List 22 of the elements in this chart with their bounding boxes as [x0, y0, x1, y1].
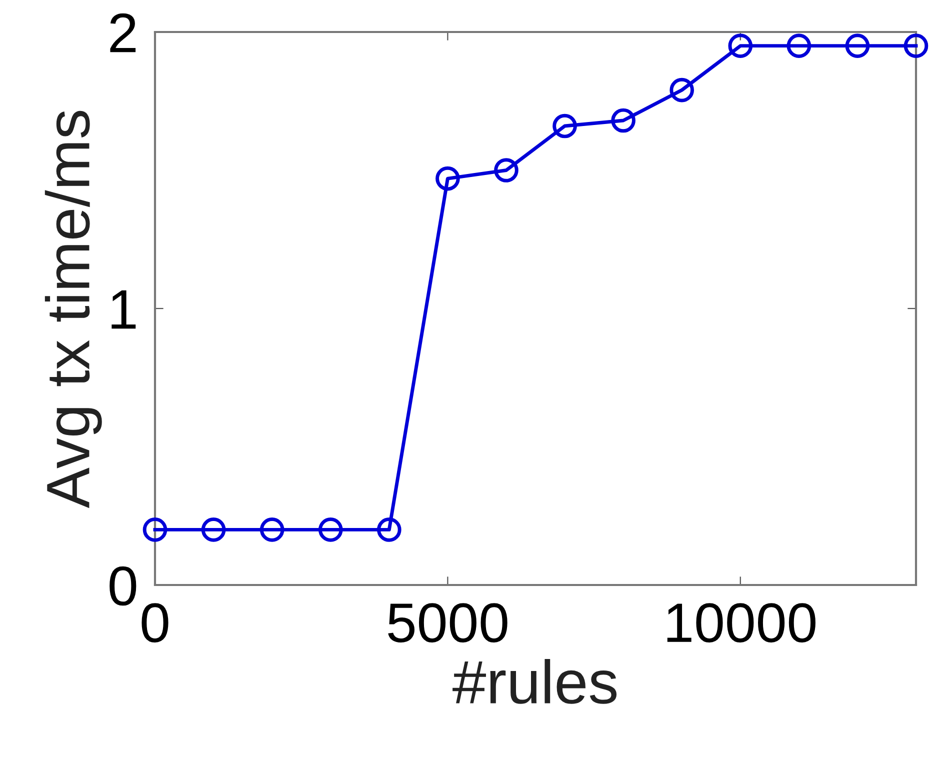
y-tick-label: 2	[110, 13, 136, 52]
point	[201, 518, 226, 542]
x-tick-label: 5000	[388, 603, 508, 642]
y-tick-label: 0	[110, 566, 136, 606]
point	[260, 518, 284, 542]
point	[494, 158, 518, 182]
point	[436, 166, 460, 191]
point	[845, 34, 870, 58]
point	[142, 518, 168, 542]
point	[786, 34, 812, 58]
point	[552, 114, 577, 138]
point	[318, 518, 343, 542]
x-tick-label: 0	[142, 603, 168, 642]
point	[904, 34, 928, 58]
y-axis-title: Avg tx time/ms	[44, 110, 102, 508]
point	[728, 34, 753, 58]
y-tick-label: 1	[112, 290, 136, 329]
point	[670, 78, 694, 102]
x-axis-title: #rules	[452, 659, 617, 704]
point	[377, 518, 402, 542]
point	[611, 108, 636, 133]
x-tick-label: 10000	[667, 603, 816, 642]
